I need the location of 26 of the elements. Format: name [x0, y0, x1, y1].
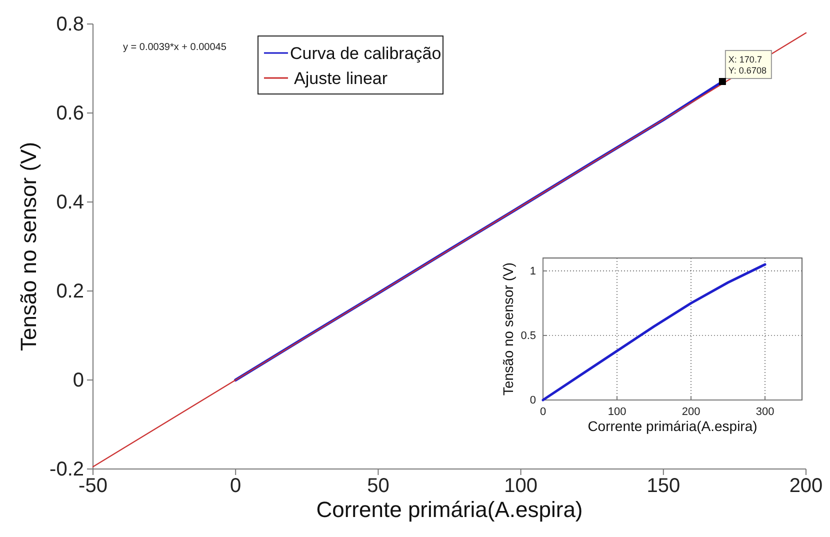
annotation: y = 0.0039*x + 0.00045: [123, 42, 227, 53]
x-tick-label: 150: [646, 475, 680, 498]
annotation: Y: 0.6708: [728, 65, 766, 76]
x-tick-label: 200: [682, 406, 700, 418]
x-tick-label: 0: [230, 475, 242, 498]
y-tick-label: 0: [72, 369, 84, 392]
y-axis-title: Tensão no sensor (V): [500, 262, 516, 396]
y-tick-label: 0.4: [56, 191, 84, 214]
y-tick-label: 1: [530, 265, 536, 278]
y-tick-label: 0: [530, 394, 536, 407]
y-tick-label: 0.6: [56, 102, 84, 124]
x-tick-label: 300: [756, 406, 774, 418]
x-axis-title: Corrente primária(A.espira): [588, 418, 758, 434]
y-axis-title: Tensão no sensor (V): [16, 142, 41, 352]
y-tick-label: 0.2: [56, 280, 84, 302]
legend-label: Curva de calibração: [290, 44, 442, 63]
x-tick-label: 100: [608, 406, 626, 418]
y-tick-label: 0.5: [520, 330, 536, 342]
annotation: X: 170.7: [728, 54, 762, 64]
x-axis-title: Corrente primária(A.espira): [316, 497, 583, 522]
y-tick-label: 0.8: [56, 13, 84, 36]
x-tick-label: 0: [540, 406, 546, 418]
legend-label: Ajuste linear: [294, 69, 388, 88]
x-tick-label: 50: [367, 475, 390, 498]
x-tick-label: 100: [504, 475, 538, 498]
x-tick-label: 200: [789, 475, 823, 498]
